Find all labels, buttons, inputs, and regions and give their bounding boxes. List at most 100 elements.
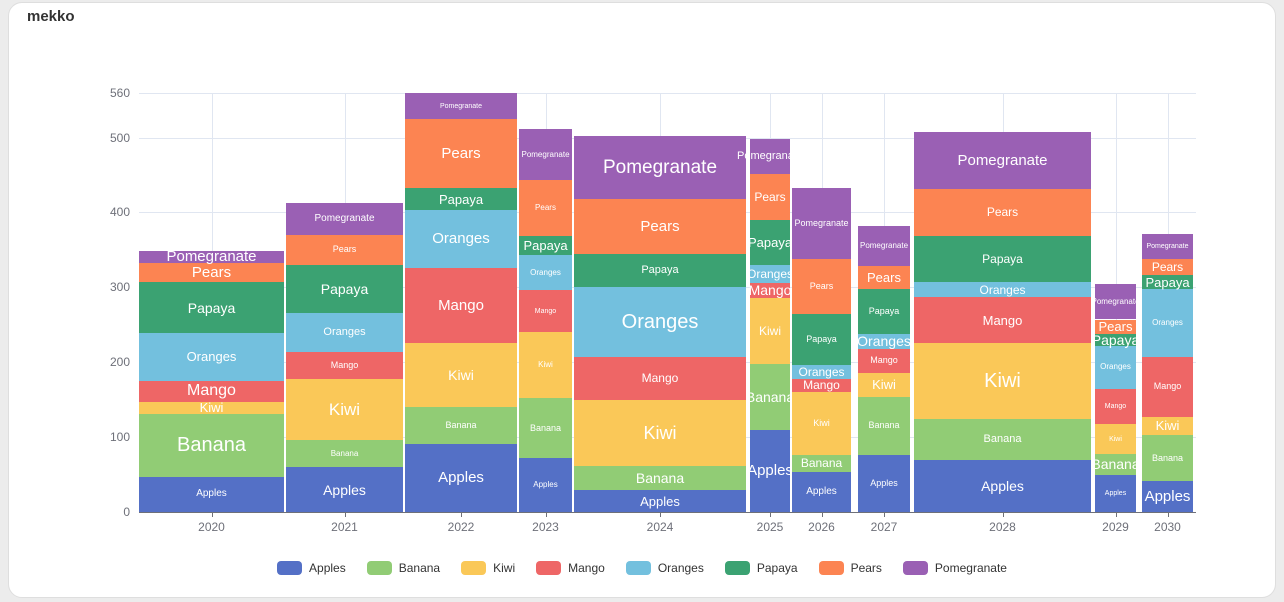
segment-2030-banana[interactable]: Banana	[1142, 434, 1193, 482]
segment-2023-pears[interactable]: Pears	[519, 180, 572, 236]
segment-2029-banana[interactable]: Banana	[1091, 454, 1140, 475]
segment-2022-pomegranate[interactable]: Pomegranate	[405, 93, 517, 119]
segment-2023-banana[interactable]: Banana	[519, 398, 572, 459]
segment-2022-banana[interactable]: Banana	[405, 407, 517, 444]
segment-2028-papaya[interactable]: Papaya	[914, 235, 1091, 283]
segment-2029-pears[interactable]: Pears	[1095, 319, 1136, 334]
segment-2020-pears[interactable]: Pears	[139, 262, 284, 283]
segment-2020-banana[interactable]: Banana	[139, 413, 284, 477]
segment-2026-papaya[interactable]: Papaya	[792, 313, 851, 366]
segment-2023-papaya[interactable]: Papaya	[519, 235, 572, 256]
segment-2025-papaya[interactable]: Papaya	[748, 219, 792, 265]
segment-2029-kiwi[interactable]: Kiwi	[1095, 424, 1136, 455]
segment-2028-pomegranate[interactable]: Pomegranate	[914, 132, 1091, 190]
segment-2020-oranges[interactable]: Oranges	[139, 332, 284, 381]
segment-2030-mango[interactable]: Mango	[1142, 356, 1193, 417]
segment-2029-pomegranate[interactable]: Pomegranate	[1091, 283, 1140, 320]
segment-2027-apples[interactable]: Apples	[858, 455, 910, 512]
segment-label-pomegranate: Pomegranate	[859, 240, 909, 250]
segment-2021-papaya[interactable]: Papaya	[286, 264, 403, 313]
segment-2021-apples[interactable]: Apples	[286, 467, 403, 512]
segment-2029-papaya[interactable]: Papaya	[1092, 333, 1139, 347]
segment-2022-oranges[interactable]: Oranges	[405, 210, 517, 268]
segment-2024-papaya[interactable]: Papaya	[574, 254, 746, 288]
segment-2023-pomegranate[interactable]: Pomegranate	[519, 129, 572, 181]
segment-2021-mango[interactable]: Mango	[286, 351, 403, 380]
segment-2020-kiwi[interactable]: Kiwi	[139, 401, 284, 414]
segment-2030-oranges[interactable]: Oranges	[1142, 288, 1193, 357]
legend-item-oranges[interactable]: Oranges	[625, 561, 704, 575]
segment-2021-banana[interactable]: Banana	[286, 440, 403, 468]
segment-2026-banana[interactable]: Banana	[792, 455, 851, 472]
segment-2023-apples[interactable]: Apples	[519, 458, 572, 512]
segment-2022-pears[interactable]: Pears	[405, 118, 517, 189]
legend-item-pomegranate[interactable]: Pomegranate	[902, 561, 1007, 575]
segment-2021-pears[interactable]: Pears	[286, 234, 403, 265]
segment-2026-oranges[interactable]: Oranges	[792, 365, 851, 379]
legend-item-papaya[interactable]: Papaya	[724, 561, 798, 575]
segment-2022-kiwi[interactable]: Kiwi	[405, 343, 517, 408]
legend-item-kiwi[interactable]: Kiwi	[461, 561, 515, 575]
segment-2024-pears[interactable]: Pears	[574, 198, 746, 255]
legend-item-mango[interactable]: Mango	[536, 561, 605, 575]
legend-item-apples[interactable]: Apples	[277, 561, 346, 575]
segment-2030-kiwi[interactable]: Kiwi	[1142, 416, 1193, 435]
segment-2025-oranges[interactable]: Oranges	[747, 264, 793, 283]
legend-item-banana[interactable]: Banana	[366, 561, 440, 575]
segment-2024-mango[interactable]: Mango	[574, 356, 746, 400]
segment-2027-papaya[interactable]: Papaya	[858, 288, 910, 334]
segment-2029-apples[interactable]: Apples	[1095, 474, 1136, 512]
segment-2027-pears[interactable]: Pears	[858, 265, 910, 289]
segment-2024-oranges[interactable]: Oranges	[574, 287, 746, 357]
segment-2022-papaya[interactable]: Papaya	[405, 188, 517, 211]
segment-2027-kiwi[interactable]: Kiwi	[858, 372, 910, 397]
segment-2020-pomegranate[interactable]: Pomegranate	[139, 249, 284, 264]
segment-2025-pears[interactable]: Pears	[750, 174, 790, 220]
segment-2030-papaya[interactable]: Papaya	[1142, 275, 1193, 289]
segment-2027-mango[interactable]: Mango	[858, 348, 910, 373]
segment-2029-oranges[interactable]: Oranges	[1095, 345, 1136, 390]
segment-2021-kiwi[interactable]: Kiwi	[286, 379, 403, 441]
segment-2024-pomegranate[interactable]: Pomegranate	[574, 136, 746, 199]
segment-2030-pomegranate[interactable]: Pomegranate	[1142, 234, 1193, 259]
segment-2024-apples[interactable]: Apples	[574, 490, 746, 512]
segment-2026-pomegranate[interactable]: Pomegranate	[792, 187, 851, 259]
segment-2022-mango[interactable]: Mango	[405, 267, 517, 344]
legend-item-pears[interactable]: Pears	[818, 561, 882, 575]
segment-2030-apples[interactable]: Apples	[1142, 481, 1193, 512]
segment-2024-banana[interactable]: Banana	[574, 465, 746, 491]
legend: Apples Banana Kiwi Mango Oranges Papaya Pears P…	[0, 559, 1284, 577]
segment-2025-mango[interactable]: Mango	[749, 282, 791, 298]
segment-2026-apples[interactable]: Apples	[792, 471, 851, 512]
segment-2027-pomegranate[interactable]: Pomegranate	[858, 225, 910, 266]
segment-2027-oranges[interactable]: Oranges	[857, 333, 911, 349]
legend-swatch-icon	[536, 561, 562, 575]
segment-2020-mango[interactable]: Mango	[139, 380, 284, 402]
segment-2027-banana[interactable]: Banana	[858, 396, 910, 456]
segment-2023-kiwi[interactable]: Kiwi	[519, 332, 572, 399]
segment-2026-mango[interactable]: Mango	[792, 378, 851, 393]
segment-2020-papaya[interactable]: Papaya	[139, 282, 284, 333]
segment-2021-pomegranate[interactable]: Pomegranate	[286, 202, 403, 235]
segment-2020-apples[interactable]: Apples	[139, 476, 284, 512]
segment-2028-apples[interactable]: Apples	[914, 459, 1091, 512]
segment-2025-banana[interactable]: Banana	[746, 364, 794, 430]
segment-2023-mango[interactable]: Mango	[519, 290, 572, 333]
segment-2022-apples[interactable]: Apples	[405, 443, 517, 512]
segment-2025-pomegranate[interactable]: Pomegranate	[737, 138, 803, 175]
segment-2028-pears[interactable]: Pears	[914, 189, 1091, 236]
segment-2025-apples[interactable]: Apples	[747, 429, 793, 512]
segment-2026-kiwi[interactable]: Kiwi	[792, 392, 851, 456]
segment-2021-oranges[interactable]: Oranges	[286, 312, 403, 352]
segment-2029-mango[interactable]: Mango	[1095, 389, 1136, 425]
segment-2023-oranges[interactable]: Oranges	[519, 255, 572, 291]
segment-2025-kiwi[interactable]: Kiwi	[750, 297, 790, 365]
segment-2028-kiwi[interactable]: Kiwi	[914, 343, 1091, 420]
segment-2026-pears[interactable]: Pears	[792, 258, 851, 314]
segment-2028-mango[interactable]: Mango	[914, 297, 1091, 344]
legend-label: Pears	[850, 561, 882, 575]
segment-2028-banana[interactable]: Banana	[914, 419, 1091, 460]
segment-2024-kiwi[interactable]: Kiwi	[574, 399, 746, 466]
segment-2028-oranges[interactable]: Oranges	[914, 282, 1091, 298]
segment-2030-pears[interactable]: Pears	[1142, 258, 1193, 276]
